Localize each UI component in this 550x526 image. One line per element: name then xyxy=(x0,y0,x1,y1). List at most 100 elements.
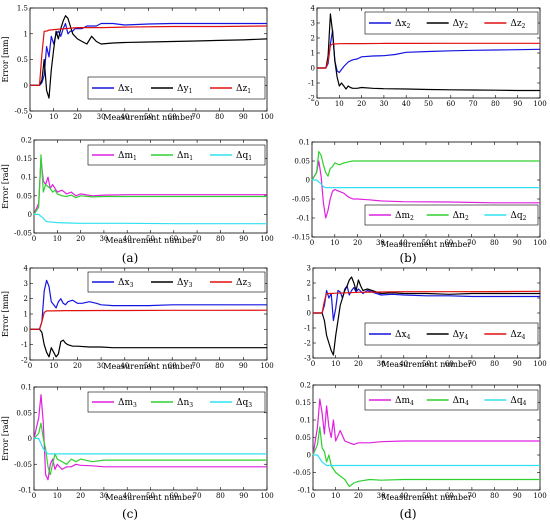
y-tick-label: 0 xyxy=(311,65,315,73)
x-tick-label: 40 xyxy=(120,113,129,121)
legend-entry-subscript: 2 xyxy=(407,23,411,30)
x-tick-label: 80 xyxy=(215,362,224,370)
legend-entry-symbol: Δq xyxy=(510,396,522,406)
x-tick-label: 0 xyxy=(28,362,32,370)
panel-label-c: (c) xyxy=(122,507,138,521)
panel-label-a: (a) xyxy=(122,251,139,265)
x-tick-label: 60 xyxy=(169,492,178,500)
x-tick-label: 10 xyxy=(335,100,344,108)
y-tick-label: 4 xyxy=(311,5,316,13)
x-tick-label: 30 xyxy=(99,235,108,243)
y-tick-label: 1.5 xyxy=(17,5,28,13)
legend-entry-symbol: Δn xyxy=(453,396,465,406)
legend-entry: Δx2 xyxy=(395,19,411,30)
legend-entry-subscript: 4 xyxy=(407,334,411,341)
legend-entry-symbol: Δy xyxy=(177,278,189,288)
x-tick-label: 0 xyxy=(32,235,36,243)
y-tick-label: -1 xyxy=(21,341,28,349)
x-tick-label: 0 xyxy=(315,100,319,108)
y-axis-label: Error [rad] xyxy=(1,164,10,209)
y-tick-label: -0.15 xyxy=(292,234,310,242)
legend-entry: Δq4 xyxy=(510,396,526,407)
y-tick-label: -0.05 xyxy=(292,196,310,204)
x-tick-label: 0 xyxy=(32,492,36,500)
y-tick-label: -0.1 xyxy=(19,487,33,495)
legend-entry-subscript: 4 xyxy=(465,400,469,407)
y-tick-label: 4 xyxy=(24,265,29,273)
y-tick-label: 0.2 xyxy=(300,382,311,390)
x-tick-label: 20 xyxy=(73,362,82,370)
x-axis-label: Measurement number xyxy=(103,362,193,371)
legend-entry-subscript: 1 xyxy=(247,88,251,95)
x-tick-label: 100 xyxy=(260,362,273,370)
legend-entry-symbol: Δx xyxy=(395,330,407,340)
x-tick-label: 60 xyxy=(168,113,177,121)
x-tick-label: 30 xyxy=(377,492,386,500)
legend: Δx4 Δy4 Δz4 xyxy=(364,322,539,346)
x-tick-label: 40 xyxy=(399,239,408,247)
y-tick-label: 2 xyxy=(307,280,311,288)
x-tick-label: 50 xyxy=(422,360,431,368)
y-tick-label: -1 xyxy=(308,80,315,88)
chart-b-rot: 0 10 20 30 40 50 60 70 80 90 100 -0.15 -0.1 -0.05 0 0.0… xyxy=(292,139,547,250)
y-axis-label: Error [mm] xyxy=(1,291,10,337)
x-tick-label: 100 xyxy=(260,492,273,500)
x-tick-label: 90 xyxy=(513,360,522,368)
x-tick-label: 30 xyxy=(97,113,106,121)
series-line-3 xyxy=(30,25,268,86)
legend-entry-symbol: Δn xyxy=(177,151,189,161)
x-tick-label: 40 xyxy=(399,360,408,368)
x-tick-label: 50 xyxy=(424,100,433,108)
y-tick-label: -0.5 xyxy=(15,108,29,116)
legend-entry-subscript: 4 xyxy=(523,400,527,407)
series-line-3 xyxy=(34,213,267,225)
x-tick-label: 100 xyxy=(260,235,273,243)
x-tick-label: 30 xyxy=(377,360,386,368)
x-tick-label: 50 xyxy=(422,239,431,247)
y-tick-label: 1 xyxy=(311,50,315,58)
chart-c-pos: 0 10 20 30 40 50 60 70 80 90 100 -2 -1 0 1 2 3 4 Measureme… xyxy=(1,265,274,372)
x-tick-label: 90 xyxy=(513,100,522,108)
y-tick-label: -0.1 xyxy=(298,487,312,495)
x-tick-label: 50 xyxy=(422,492,431,500)
x-tick-label: 50 xyxy=(144,113,153,121)
x-tick-label: 10 xyxy=(49,362,58,370)
x-tick-label: 10 xyxy=(53,492,62,500)
legend-box xyxy=(87,144,266,166)
y-tick-label: -0.1 xyxy=(297,215,311,223)
legend: Δm1 Δn1 Δq1 xyxy=(87,144,266,166)
legend-entry: Δn3 xyxy=(177,398,193,409)
series-line-2 xyxy=(313,276,540,356)
y-tick-label: 1 xyxy=(24,30,28,38)
legend-entry-subscript: 2 xyxy=(465,215,469,222)
x-tick-label: 40 xyxy=(123,235,132,243)
x-tick-label: 20 xyxy=(76,235,85,243)
legend-entry: Δz3 xyxy=(236,278,251,289)
x-tick-label: 80 xyxy=(490,239,499,247)
x-tick-label: 30 xyxy=(99,492,108,500)
legend-entry-symbol: Δx xyxy=(118,84,130,94)
chart-a-pos: 0 10 20 30 40 50 60 70 80 90 100-0.500.511.5Measur… xyxy=(1,5,274,123)
y-tick-label: 0.05 xyxy=(16,192,32,200)
y-tick-label: 3 xyxy=(24,280,28,288)
x-tick-label: 20 xyxy=(354,360,363,368)
x-tick-label: 90 xyxy=(239,362,248,370)
x-tick-label: 70 xyxy=(191,362,200,370)
legend-entry-subscript: 4 xyxy=(410,400,414,407)
legend-entry-symbol: Δm xyxy=(395,396,410,406)
y-axis-label: Error [mm] xyxy=(1,36,10,82)
y-tick-label: -1 xyxy=(304,325,311,333)
series-line-1 xyxy=(30,279,267,330)
x-tick-label: 50 xyxy=(144,362,153,370)
series-line-3 xyxy=(312,179,540,189)
legend-entry: Δz1 xyxy=(236,84,251,95)
x-tick-label: 80 xyxy=(216,235,225,243)
legend-entry: Δx1 xyxy=(118,84,133,95)
legend-entry-symbol: Δq xyxy=(236,151,248,161)
legend-entry: Δn4 xyxy=(453,396,469,407)
legend-entry-subscript: 3 xyxy=(189,282,193,289)
legend-entry-symbol: Δx xyxy=(118,278,130,288)
legend-entry-subscript: 2 xyxy=(464,23,468,30)
x-tick-label: 60 xyxy=(444,239,453,247)
